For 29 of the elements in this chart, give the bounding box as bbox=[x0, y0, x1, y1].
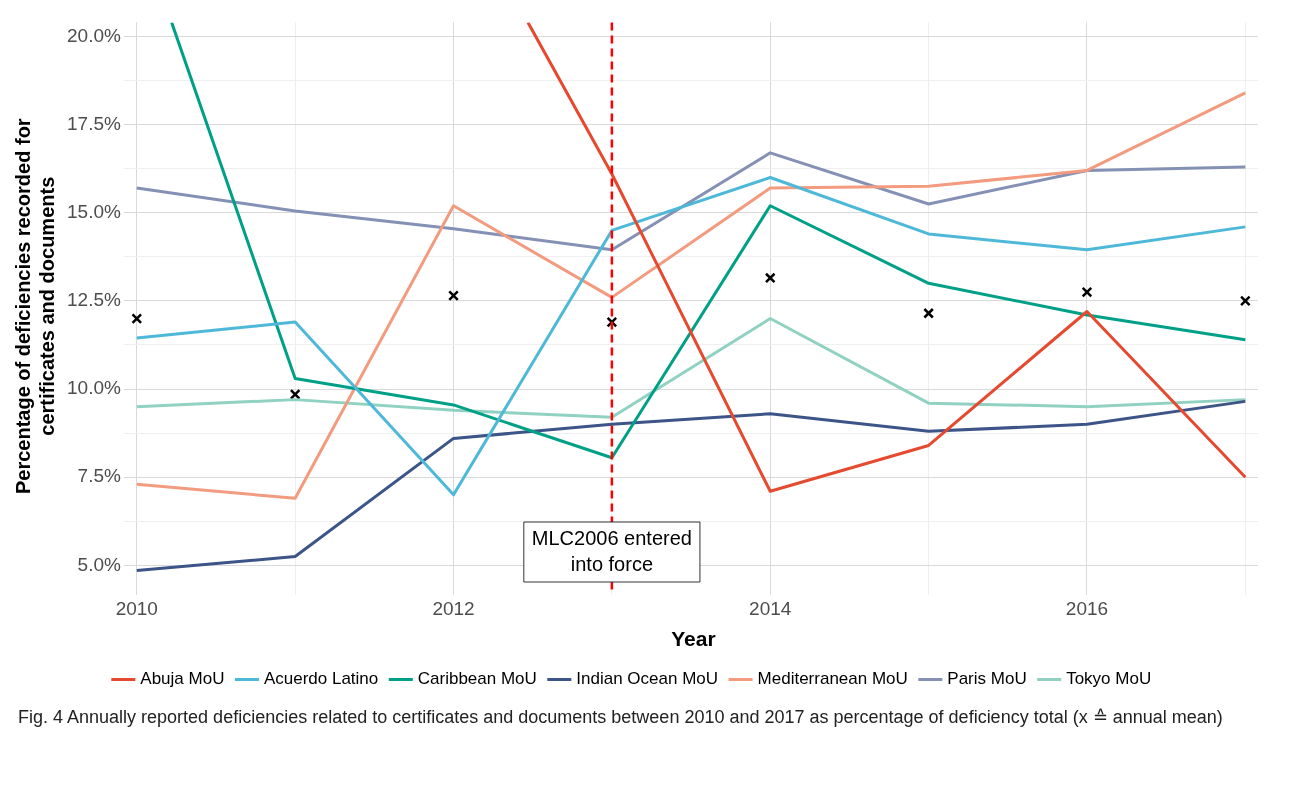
y-tick-label: 10.0% bbox=[67, 377, 121, 399]
y-axis-title: Percentage of deficiencies recorded for certificates and documents bbox=[11, 118, 58, 495]
point bbox=[923, 307, 935, 319]
legend-label: Paris MoU bbox=[947, 669, 1027, 689]
x-tick-label: 2016 bbox=[1065, 597, 1109, 619]
y-tick-label: 7.5% bbox=[77, 465, 121, 487]
y-tick-label: 20.0% bbox=[67, 24, 121, 46]
point bbox=[448, 290, 460, 302]
point bbox=[1081, 286, 1093, 298]
y-tick-label: 5.0% bbox=[77, 553, 121, 575]
x-tick-label: 2010 bbox=[115, 597, 158, 619]
legend-label: Tokyo MoU bbox=[1066, 669, 1152, 689]
y-tick-label: 12.5% bbox=[67, 289, 121, 311]
x-tick-label: 2012 bbox=[432, 597, 475, 619]
legend-label: Abuja MoU bbox=[140, 669, 225, 689]
point bbox=[1239, 295, 1251, 307]
x-tick-label: 2014 bbox=[749, 597, 792, 619]
y-tick-label: 15.0% bbox=[67, 201, 121, 223]
legend-label: Indian Ocean MoU bbox=[576, 669, 719, 689]
legend-label: Caribbean MoU bbox=[417, 669, 537, 689]
x-axis-title: Year bbox=[671, 627, 716, 651]
legend-label: Mediterranean MoU bbox=[757, 669, 908, 689]
y-tick-label: 17.5% bbox=[67, 112, 121, 134]
point bbox=[289, 388, 301, 400]
legend-label: Acuerdo Latino bbox=[263, 669, 379, 689]
ref-line-label: MLC2006 entered into force bbox=[531, 526, 692, 575]
point bbox=[764, 272, 776, 284]
caption: Fig. 4 Annually reported deficiencies related to certificates and documents between 2010 and 2017 as percentage of deficiency total (x ≙ annual mean) bbox=[18, 706, 1224, 728]
point bbox=[131, 313, 143, 325]
